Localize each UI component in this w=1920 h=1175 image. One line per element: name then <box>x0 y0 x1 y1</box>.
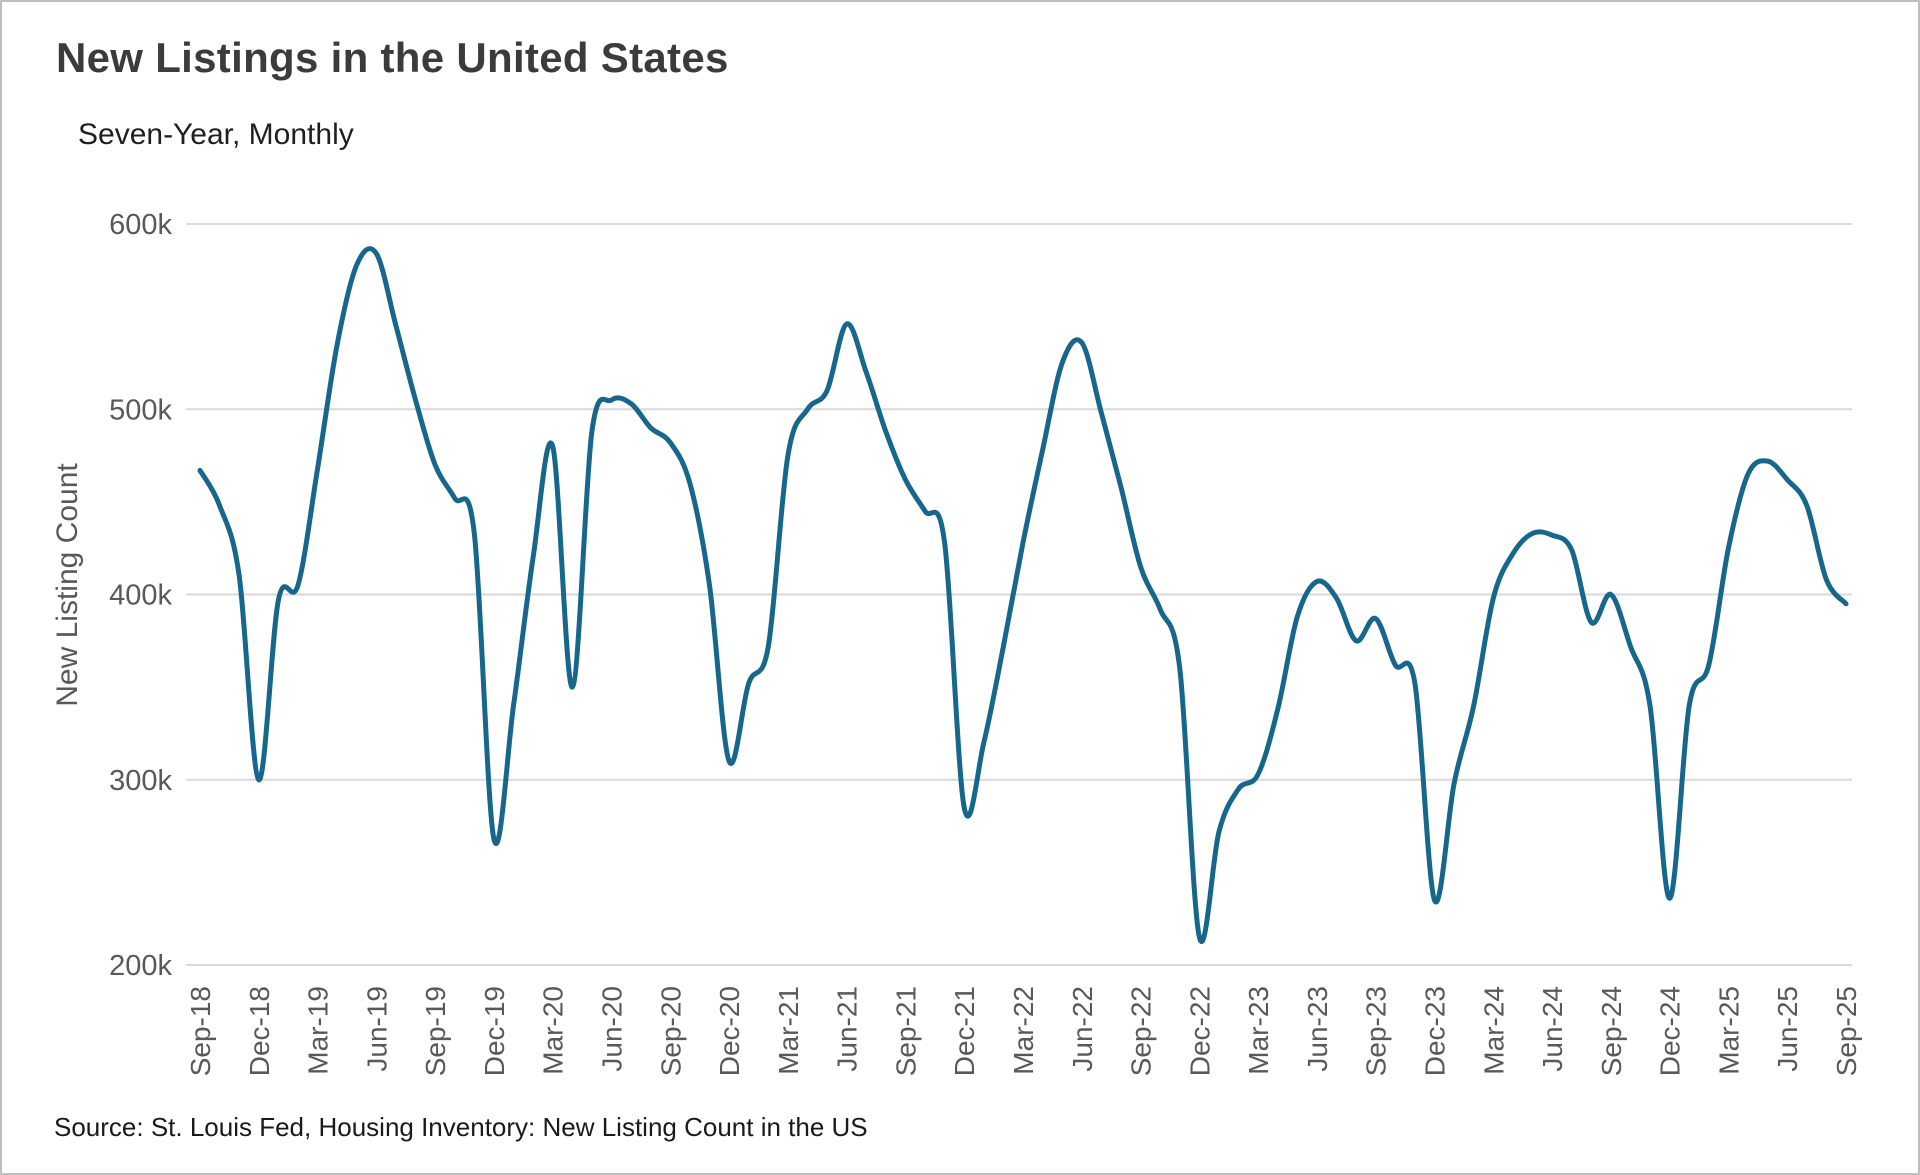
x-tick-label: Dec-18 <box>244 986 275 1076</box>
y-tick-label: 400k <box>109 580 172 612</box>
x-tick-label: Sep-20 <box>655 986 686 1076</box>
x-tick-label: Dec-19 <box>479 986 510 1076</box>
source-note: Source: St. Louis Fed, Housing Inventory… <box>54 1112 868 1142</box>
x-tick-label: Jun-23 <box>1302 986 1333 1072</box>
x-tick-label: Sep-23 <box>1361 986 1392 1076</box>
x-tick-label: Jun-22 <box>1067 986 1098 1072</box>
x-tick-label: Mar-20 <box>538 986 569 1075</box>
x-tick-label: Sep-22 <box>1126 986 1157 1076</box>
y-tick-label: 500k <box>109 394 172 426</box>
y-tick-label: 300k <box>109 765 172 797</box>
x-tick-label: Dec-24 <box>1655 986 1686 1076</box>
x-tick-label: Mar-21 <box>773 986 804 1075</box>
x-tick-label: Jun-21 <box>832 986 863 1072</box>
y-tick-label: 600k <box>109 209 172 241</box>
x-tick-label: Mar-19 <box>303 986 334 1075</box>
x-tick-label: Jun-24 <box>1537 986 1568 1072</box>
x-tick-label: Sep-25 <box>1831 986 1862 1076</box>
x-tick-label: Sep-24 <box>1596 986 1627 1076</box>
x-tick-label: Jun-25 <box>1772 986 1803 1072</box>
x-tick-label: Mar-22 <box>1008 986 1039 1075</box>
x-tick-label: Jun-20 <box>597 986 628 1072</box>
x-tick-label: Jun-19 <box>361 986 392 1072</box>
x-tick-label: Dec-22 <box>1184 986 1215 1076</box>
x-tick-label: Sep-18 <box>185 986 216 1076</box>
x-tick-label: Dec-23 <box>1420 986 1451 1076</box>
chart-subtitle: Seven-Year, Monthly <box>78 118 354 151</box>
x-tick-label: Sep-19 <box>420 986 451 1076</box>
x-tick-label: Dec-20 <box>714 986 745 1076</box>
x-tick-label: Sep-21 <box>890 986 921 1076</box>
x-tick-label: Dec-21 <box>949 986 980 1076</box>
x-tick-label: Mar-25 <box>1713 986 1744 1075</box>
x-tick-label: Mar-23 <box>1243 986 1274 1075</box>
y-tick-label: 200k <box>109 950 172 982</box>
x-tick-label: Mar-24 <box>1478 986 1509 1075</box>
chart-title: New Listings in the United States <box>56 34 729 81</box>
data-line <box>197 246 1849 944</box>
